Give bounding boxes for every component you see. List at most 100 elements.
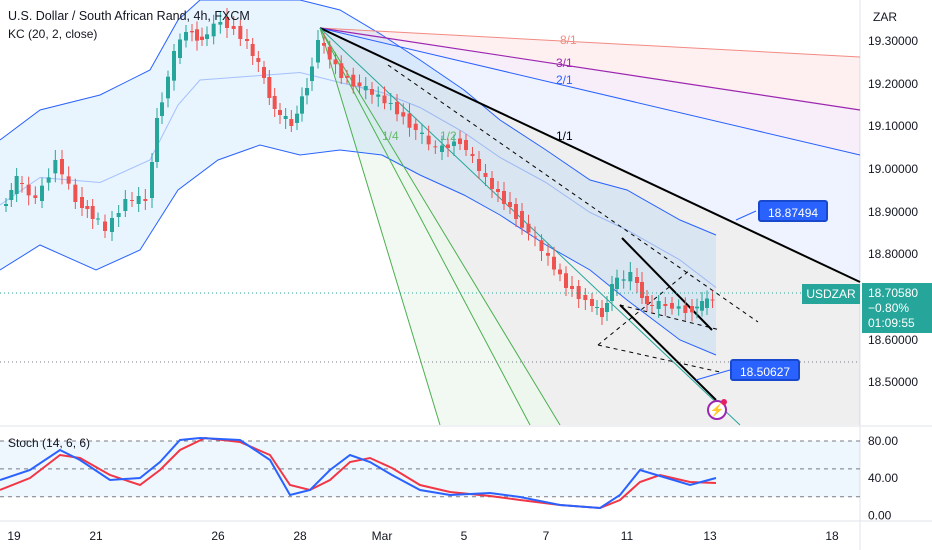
last-price-badge: 18.70580 −0.80% 01:09:55 <box>862 283 932 333</box>
candle-body <box>458 138 462 144</box>
candle-body <box>26 184 31 196</box>
candle-body <box>533 236 537 238</box>
candle-body <box>464 140 468 150</box>
candle-body <box>558 269 562 275</box>
fan-zone-1-1 <box>320 28 860 425</box>
candle-body <box>583 295 588 300</box>
candle-body <box>322 43 326 46</box>
fan-label-4: 1/4 <box>382 129 399 143</box>
candle-body <box>539 240 544 251</box>
dashed-channel-upper <box>387 64 759 323</box>
candle-body <box>225 17 229 28</box>
kc-basis <box>0 71 717 288</box>
kc-upper-band <box>0 0 717 236</box>
candle-body <box>305 88 309 96</box>
time-tick-11: 11 <box>621 529 634 543</box>
candle-body <box>452 141 456 146</box>
candle-body <box>413 123 418 130</box>
time-tick-13: 13 <box>703 529 717 543</box>
time-tick-21: 21 <box>89 529 103 543</box>
candle-body <box>570 286 574 289</box>
candle-body <box>150 162 154 198</box>
candle-body <box>250 44 255 56</box>
candle-body <box>46 177 51 183</box>
candle-body <box>278 110 282 115</box>
candle-body <box>710 299 715 301</box>
time-tick-5: 5 <box>461 529 468 543</box>
candle-body <box>136 196 141 204</box>
candle-body <box>160 102 164 116</box>
candle-body <box>605 303 609 312</box>
fan-ray-1-4 <box>319 27 441 426</box>
candle-body <box>650 305 654 306</box>
badge-connector-upper <box>735 210 757 221</box>
candle-body <box>116 213 121 217</box>
time-tick-Mar: Mar <box>372 529 393 543</box>
price-tick-label: 18.50000 <box>868 375 918 389</box>
price-tick-label: 19.10000 <box>868 119 918 133</box>
candle-body <box>166 76 170 99</box>
candle-body <box>40 185 44 201</box>
lightning-icon[interactable]: ⚡ <box>707 400 727 420</box>
candle-body <box>178 39 182 58</box>
candle-body <box>211 23 216 37</box>
candle-body <box>143 199 148 201</box>
candle-body <box>526 223 531 233</box>
fan-label-1: 3/1 <box>556 56 573 70</box>
candle-body <box>635 277 639 283</box>
candle-body <box>477 159 481 171</box>
candle-body <box>670 303 674 309</box>
currency-label[interactable]: ZAR <box>873 10 897 24</box>
candle-body <box>700 301 704 311</box>
candle-body <box>564 273 568 288</box>
upper-target-badge[interactable]: 18.87494 <box>758 200 829 222</box>
candle-body <box>272 96 277 109</box>
candle-body <box>656 301 661 309</box>
time-tick-26: 26 <box>211 529 225 543</box>
candle-body <box>407 113 412 128</box>
candle-body <box>552 256 556 270</box>
candle-body <box>205 34 209 39</box>
candle-body <box>420 132 424 134</box>
candle-body <box>130 200 134 201</box>
candle-body <box>200 36 204 40</box>
kc-channel-fill <box>0 0 716 355</box>
candle-body <box>80 197 84 208</box>
candle-body <box>502 191 506 204</box>
candle-body <box>195 29 199 41</box>
candle-body <box>333 59 338 65</box>
dashed-wedge-c <box>597 269 691 346</box>
candle-body <box>621 279 626 281</box>
candle-body <box>110 218 114 232</box>
fan-ray-2-1 <box>319 27 861 156</box>
candle-body <box>96 218 100 220</box>
fan-ray-1-1 <box>319 27 861 283</box>
chart-title: U.S. Dollar / South African Rand, 4h, FX… <box>8 9 250 23</box>
candle-body <box>256 58 261 62</box>
candle-body <box>363 86 368 91</box>
candle-body <box>245 39 249 41</box>
candle-body <box>370 89 374 95</box>
dashed-wedge-b <box>597 344 721 373</box>
candle-body <box>289 119 294 126</box>
candle-body <box>690 306 694 313</box>
candle-body <box>300 96 304 114</box>
candle-body <box>676 306 681 309</box>
candle-body <box>520 211 524 228</box>
alert-dot <box>721 399 727 405</box>
fan-ray-1-2b <box>319 27 531 426</box>
stoch-tick-label: 40.00 <box>868 471 898 485</box>
stoch-legend: Stoch (14, 6, 6) <box>8 436 91 450</box>
candle-body <box>640 282 644 298</box>
candle-body <box>262 67 266 78</box>
candle-body <box>496 189 500 192</box>
dashed-wedge-a <box>619 304 721 331</box>
candle-body <box>376 94 381 97</box>
lower-target-badge[interactable]: 18.50627 <box>730 359 801 381</box>
candle-body <box>395 102 399 115</box>
indicator-legend: KC (20, 2, close) <box>8 27 98 41</box>
time-tick-7: 7 <box>543 529 550 543</box>
candle-body <box>90 206 95 219</box>
